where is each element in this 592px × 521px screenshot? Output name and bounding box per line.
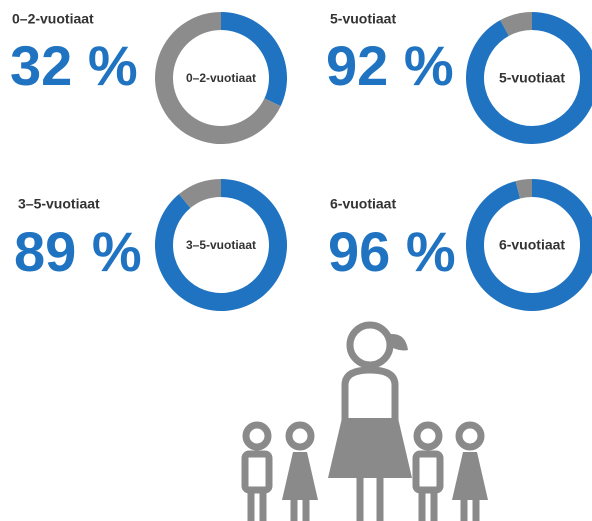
family-icon — [241, 321, 488, 521]
center-label: 5-vuotiaat — [499, 70, 565, 86]
donut-segment — [515, 179, 532, 199]
center-label: 0–2-vuotiaat — [186, 71, 256, 85]
value-label: 96 % — [328, 220, 456, 283]
chart-title: 5-vuotiaat — [330, 11, 396, 27]
donut-segment — [221, 12, 288, 107]
chart-title: 0–2-vuotiaat — [12, 11, 94, 27]
value-label: 92 % — [326, 34, 454, 97]
donut-segment — [178, 179, 221, 209]
chart-title: 3–5-vuotiaat — [18, 196, 100, 212]
center-label: 6-vuotiaat — [499, 237, 565, 253]
value-label: 89 % — [14, 220, 142, 283]
center-label: 3–5-vuotiaat — [186, 238, 256, 252]
chart-title: 6-vuotiaat — [330, 196, 396, 212]
value-label: 32 % — [10, 34, 138, 97]
donut-segment — [500, 12, 532, 36]
